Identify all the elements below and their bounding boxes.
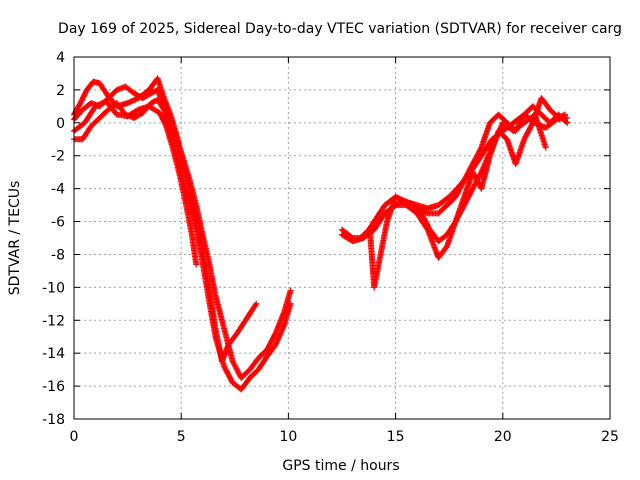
data-point (552, 117, 559, 124)
data-series (71, 75, 571, 393)
y-tick-label: -16 (42, 379, 65, 395)
y-tick-labels: -18 -16 -14 -12 -10 -8 -6 -4 -2 0 2 4 (42, 50, 65, 428)
x-tick-label: 5 (177, 429, 186, 445)
x-tick-label: 15 (387, 429, 405, 445)
x-tick-labels: 0 5 10 15 20 25 (70, 429, 619, 445)
data-point (391, 203, 398, 210)
data-point (253, 300, 260, 307)
plot-frame (73, 56, 611, 420)
data-point (564, 114, 571, 121)
data-point (287, 300, 294, 307)
y-tick-label: 4 (56, 50, 65, 66)
y-tick-label: 0 (56, 116, 65, 132)
y-tick-label: 2 (56, 83, 65, 99)
data-point (287, 287, 294, 294)
y-tick-label: -4 (51, 182, 65, 198)
x-tick-label: 10 (279, 429, 297, 445)
y-tick-label: -14 (42, 346, 65, 362)
y-tick-label: -6 (51, 215, 65, 231)
x-tick-label: 20 (494, 429, 512, 445)
data-point (252, 302, 259, 309)
x-tick-label: 25 (601, 429, 619, 445)
y-tick-label: -12 (42, 313, 65, 329)
y-axis-label: SDTVAR / TECUs (7, 181, 23, 296)
series-3 (71, 96, 294, 393)
series-7 (381, 95, 568, 261)
data-point (560, 112, 567, 119)
data-point (561, 111, 568, 118)
y-tick-label: -10 (42, 280, 65, 296)
series-1 (71, 83, 294, 381)
y-tick-label: -2 (51, 149, 65, 165)
y-tick-label: -18 (42, 412, 65, 428)
data-point (542, 144, 549, 151)
data-point (160, 105, 167, 112)
data-point (193, 261, 200, 268)
data-point (133, 107, 140, 114)
y-tick-label: -8 (51, 247, 65, 263)
chart-title: Day 169 of 2025, Sidereal Day-to-day VTE… (58, 21, 622, 37)
x-axis-label: GPS time / hours (282, 458, 399, 474)
x-tick-label: 0 (70, 429, 79, 445)
series-2 (71, 98, 200, 268)
